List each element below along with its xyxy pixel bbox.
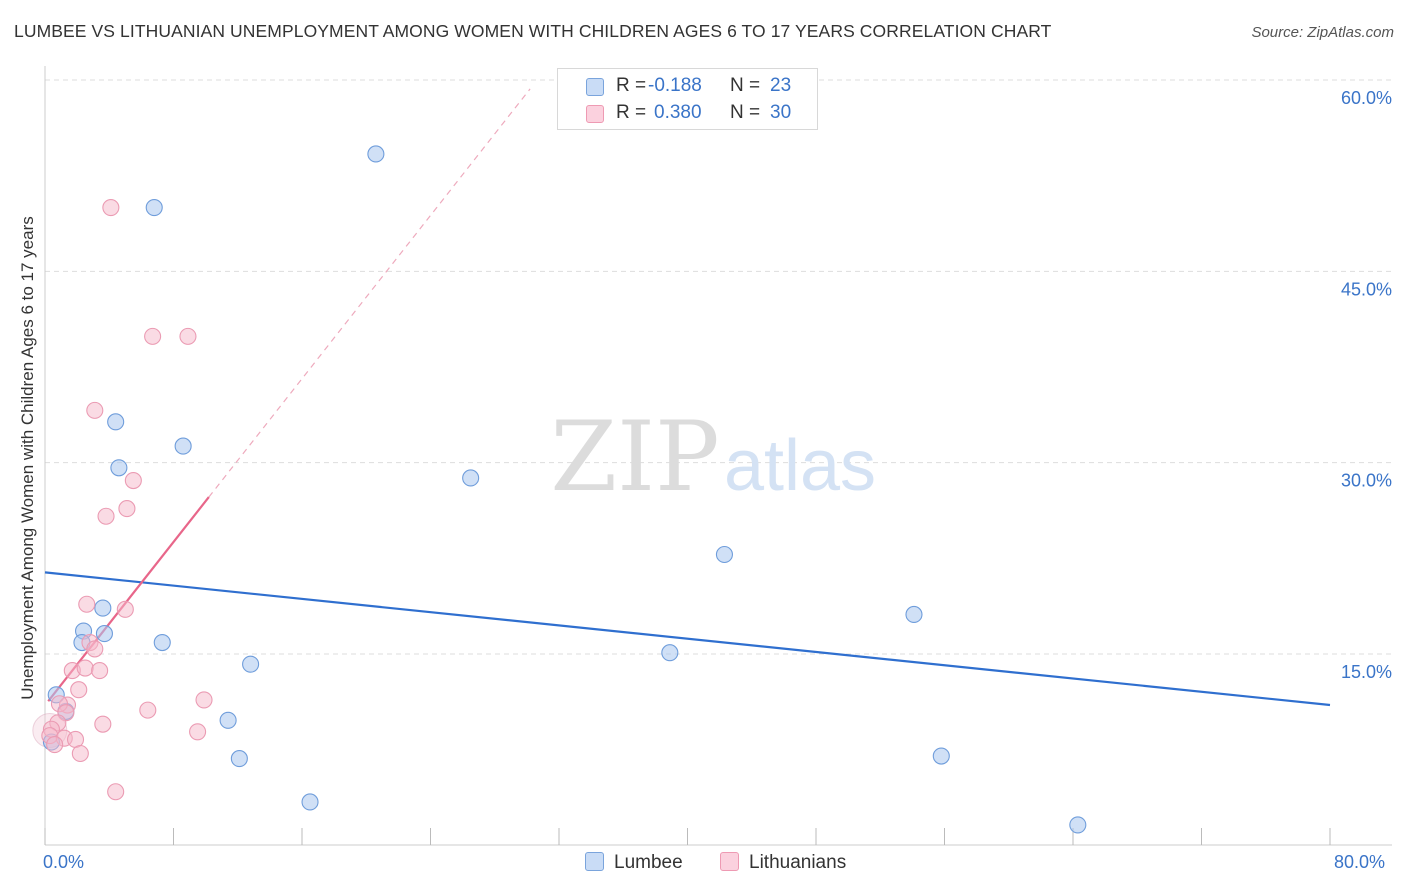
trend-lines — [44, 88, 1331, 707]
lithuanians-point-23 — [189, 723, 207, 741]
y-tick-labels: 15.0% 30.0% 45.0% 60.0% — [1341, 88, 1392, 682]
chart-title: LUMBEE VS LITHUANIAN UNEMPLOYMENT AMONG … — [14, 21, 1052, 41]
lithuanians-point-3 — [86, 401, 104, 419]
lumbee-point-13 — [661, 644, 679, 662]
y-tick-label-30: 30.0% — [1341, 471, 1392, 491]
y-tick-label-45: 45.0% — [1341, 279, 1392, 299]
lumbee-point-20 — [301, 793, 319, 811]
lumbee-point-2 — [107, 413, 125, 431]
data-points — [32, 145, 1087, 834]
lithuanians-point-27 — [46, 736, 64, 754]
lumbee-point-3 — [174, 437, 192, 455]
watermark-zip: ZIP — [550, 401, 719, 513]
lithuanians-point-8 — [116, 600, 134, 618]
lumbee-point-6 — [715, 545, 733, 564]
lithuanians-point-14 — [70, 681, 88, 699]
legend-item-lumbee[interactable]: Lumbee — [585, 852, 683, 874]
legend-item-lithuanians[interactable]: Lithuanians — [720, 852, 846, 874]
n-label: N = — [730, 102, 761, 123]
lumbee-point-5 — [462, 469, 480, 487]
lithuanians-legend-swatch — [720, 852, 739, 871]
lumbee-point-4 — [110, 459, 128, 477]
lumbee-point-0 — [367, 145, 385, 163]
r-value: 0.380 — [654, 102, 702, 123]
lithuanians-point-5 — [118, 500, 136, 518]
watermark-atlas: atlas — [724, 426, 876, 506]
lumbee-legend-swatch — [585, 852, 604, 871]
source-label: Source: ZipAtlas.com — [1251, 24, 1394, 41]
lithuanians-point-6 — [97, 507, 115, 525]
lumbee-point-10 — [95, 625, 113, 643]
r-value: -0.188 — [648, 75, 702, 96]
y-tick-label-60: 60.0% — [1341, 88, 1392, 108]
lumbee-point-14 — [242, 655, 260, 673]
lithuanians-point-1 — [144, 327, 162, 345]
n-label: N = — [730, 75, 761, 96]
lithuanians-point-18 — [139, 701, 157, 719]
gridlines — [45, 79, 1392, 655]
x-tick-label-max: 80.0% — [1334, 852, 1386, 872]
lithuanians-point-2 — [179, 327, 197, 345]
lithuanians-point-12 — [76, 659, 94, 677]
lumbee-point-18 — [230, 750, 248, 768]
lithuanians-point-28 — [71, 744, 89, 763]
stats-legend: R = -0.188 N = 23 R = 0.380 N = 30 — [557, 68, 818, 130]
lumbee-point-7 — [905, 605, 923, 624]
lithuanians-point-0 — [102, 199, 120, 217]
lithuanians-point-10 — [86, 640, 104, 658]
lumbee-point-19 — [932, 747, 950, 765]
n-value: 30 — [770, 102, 792, 123]
lithuanians-point-29 — [107, 783, 125, 801]
n-value: 23 — [770, 75, 792, 96]
y-axis-label: Unemployment Among Women with Children A… — [18, 216, 37, 700]
axes — [44, 66, 1392, 846]
lumbee-point-17 — [219, 711, 237, 729]
lumbee-point-1 — [145, 199, 163, 217]
lumbee-point-21 — [1069, 816, 1087, 834]
x-tick-label-min: 0.0% — [43, 852, 85, 872]
lumbee-point-12 — [153, 633, 171, 652]
r-label: R = — [616, 75, 647, 96]
lithuanians-point-21 — [94, 715, 112, 733]
lumbee-legend-label: Lumbee — [614, 852, 683, 873]
lithuanians-trend-extension — [208, 88, 531, 498]
lithuanians-point-7 — [78, 595, 96, 613]
lithuanians-legend-label: Lithuanians — [749, 852, 847, 873]
r-label: R = — [616, 102, 647, 123]
lumbee-trend-line — [44, 571, 1331, 707]
lithuanians-point-13 — [91, 662, 109, 680]
lithuanians-point-17 — [195, 691, 213, 709]
watermark: ZIP atlas — [550, 401, 876, 513]
lithuanians-point-4 — [124, 471, 142, 490]
lumbee-swatch — [586, 78, 604, 96]
y-tick-label-15: 15.0% — [1341, 662, 1392, 682]
lithuanians-swatch — [586, 105, 604, 123]
lumbee-point-8 — [94, 599, 112, 617]
